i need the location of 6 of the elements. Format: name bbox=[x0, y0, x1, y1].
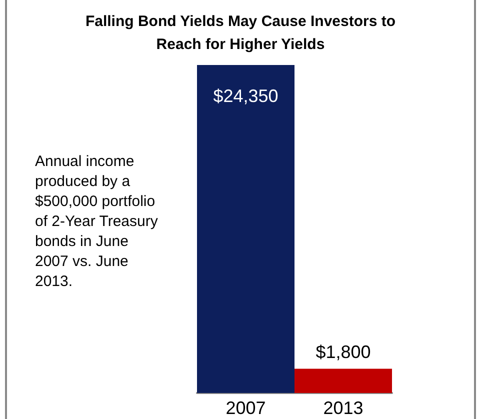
text: Annual income produced by a $500,000 portfolio of 2-Year Treasury bonds in June 2007 vs. June 2013. bbox=[35, 152, 159, 292]
x-tick-label: 2013 bbox=[323, 398, 364, 418]
chart-title: Falling Bond Yields May Cause Investors to Reach for Higher Yields bbox=[84, 12, 397, 55]
data-label: $24,350 bbox=[213, 86, 278, 106]
x-tick-label: 2007 bbox=[226, 398, 266, 418]
data-label: $1,800 bbox=[316, 342, 371, 362]
